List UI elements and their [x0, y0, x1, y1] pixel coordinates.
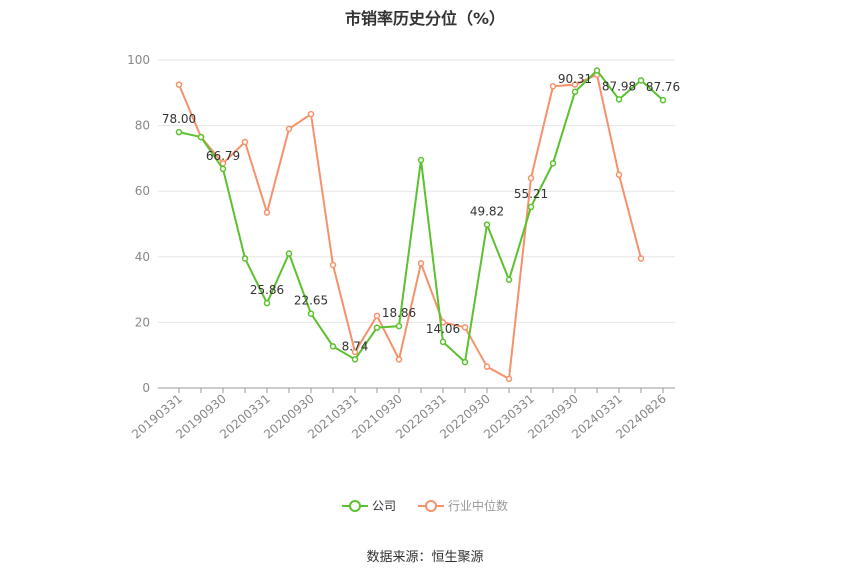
data-point-company: [637, 77, 645, 84]
data-point-company: [197, 133, 205, 141]
data-point-company: [593, 67, 601, 74]
chart-title: 市销率历史分位（%）: [344, 9, 506, 28]
data-point-company: [571, 88, 579, 96]
data-label: 55.21: [514, 187, 548, 201]
y-tick-label: 40: [135, 250, 150, 264]
data-source: 数据来源：恒生聚源: [366, 550, 484, 565]
series-line-company: [178, 68, 664, 365]
data-point-company: [549, 160, 557, 167]
data-point-industry: [549, 82, 557, 90]
legend: 公司 行业中位数: [0, 497, 850, 514]
data-label: 78.00: [162, 112, 196, 126]
data-point-company: [505, 276, 513, 284]
data-label: 18.86: [382, 306, 416, 320]
data-point-company: [241, 255, 249, 262]
data-point-industry: [571, 81, 579, 88]
data-point-industry: [505, 375, 513, 383]
data-label: 90.31: [558, 72, 592, 86]
data-point-company: [219, 165, 227, 173]
data-point-industry: [395, 356, 403, 363]
data-label: 87.98: [602, 79, 636, 93]
data-point-industry: [307, 110, 315, 118]
data-point-industry: [637, 255, 645, 262]
legend-label-industry: 行业中位数: [448, 499, 509, 513]
data-point-company: [351, 356, 359, 363]
data-point-company: [461, 358, 469, 366]
data-point-industry: [263, 209, 271, 216]
data-point-industry: [175, 81, 183, 88]
data-label: 25.86: [250, 283, 284, 297]
data-label: 49.82: [470, 205, 504, 219]
legend-company-icon: [341, 499, 368, 512]
y-tick-label: 100: [127, 53, 150, 67]
data-label: 22.65: [294, 294, 328, 308]
y-tick-label: 0: [142, 381, 150, 395]
data-point-company: [307, 310, 315, 317]
legend-label-company: 公司: [371, 499, 396, 513]
series-layer: [175, 67, 667, 383]
data-point-company: [615, 96, 623, 103]
data-point-company: [329, 343, 337, 350]
y-tick-label: 80: [135, 119, 150, 133]
data-point-company: [285, 250, 293, 257]
y-tick-label: 60: [135, 184, 150, 198]
data-label: 66.79: [206, 149, 240, 163]
data-point-industry: [527, 174, 535, 182]
series-line-industry: [178, 73, 642, 381]
data-point-company: [483, 221, 491, 228]
data-point-industry: [373, 312, 381, 320]
data-label: 8.74: [342, 339, 369, 353]
data-label: 14.06: [426, 322, 460, 336]
data-labels: 78.00 66.79 25.86 22.65 8.74 18.86 14.06 49.82 5…: [162, 72, 680, 354]
y-tick-label: 20: [135, 315, 150, 329]
data-point-industry: [461, 324, 469, 331]
y-axis: 0 20 40 60 80 100: [127, 53, 150, 395]
data-point-industry: [351, 348, 359, 356]
data-point-company: [175, 128, 183, 136]
data-point-company: [527, 203, 535, 211]
data-point-company: [659, 96, 667, 104]
x-axis: 2019033120190930202003312020093020210331…: [129, 387, 675, 442]
data-point-company: [439, 338, 447, 346]
data-point-industry: [417, 260, 425, 267]
data-point-industry: [615, 171, 623, 179]
data-point-industry: [241, 138, 249, 146]
legend-item-industry[interactable]: 行业中位数: [418, 497, 508, 514]
data-label: 87.76: [646, 80, 680, 94]
legend-industry-icon: [418, 499, 444, 512]
data-point-industry: [483, 363, 491, 370]
data-point-industry: [329, 261, 337, 269]
data-point-industry: [285, 125, 293, 133]
data-point-company: [373, 324, 381, 331]
data-point-company: [417, 156, 425, 164]
data-point-company: [395, 322, 403, 330]
data-point-company: [263, 299, 271, 307]
legend-item-company[interactable]: 公司: [341, 497, 396, 514]
